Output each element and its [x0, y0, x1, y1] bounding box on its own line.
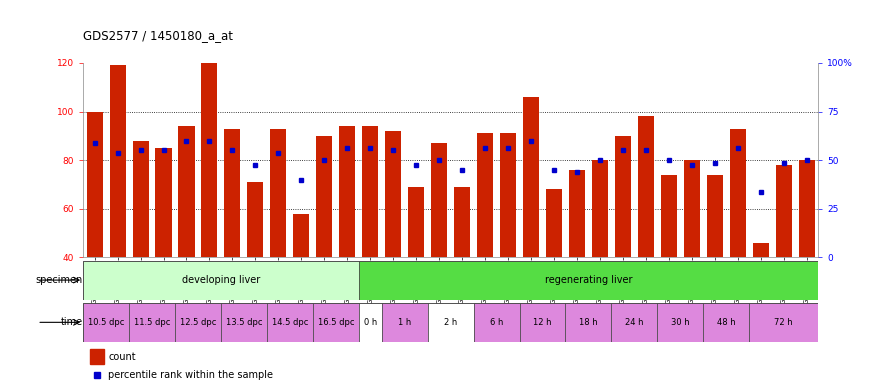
- Bar: [178, 126, 194, 257]
- Text: 14.5 dpc: 14.5 dpc: [271, 318, 308, 327]
- Bar: [313, 303, 359, 342]
- Bar: [612, 303, 657, 342]
- Bar: [220, 303, 267, 342]
- Text: 11.5 dpc: 11.5 dpc: [134, 318, 171, 327]
- Bar: [520, 303, 565, 342]
- Text: percentile rank within the sample: percentile rank within the sample: [108, 371, 273, 381]
- Text: 48 h: 48 h: [717, 318, 736, 327]
- Bar: [592, 160, 608, 257]
- Bar: [83, 261, 359, 300]
- Bar: [267, 303, 313, 342]
- Text: 1 h: 1 h: [398, 318, 411, 327]
- Bar: [359, 303, 382, 342]
- Bar: [704, 303, 749, 342]
- Bar: [749, 303, 818, 342]
- Bar: [428, 303, 473, 342]
- Bar: [752, 243, 769, 257]
- Bar: [523, 97, 539, 257]
- Text: 12.5 dpc: 12.5 dpc: [179, 318, 216, 327]
- Text: specimen: specimen: [36, 275, 83, 285]
- Bar: [359, 261, 818, 300]
- Bar: [385, 131, 402, 257]
- Text: 18 h: 18 h: [579, 318, 598, 327]
- Text: 0 h: 0 h: [364, 318, 377, 327]
- Bar: [270, 129, 286, 257]
- Bar: [316, 136, 332, 257]
- Bar: [730, 129, 746, 257]
- Text: time: time: [61, 317, 83, 327]
- Bar: [799, 160, 815, 257]
- Bar: [473, 303, 520, 342]
- Bar: [87, 111, 102, 257]
- Bar: [707, 175, 723, 257]
- Bar: [382, 303, 428, 342]
- Text: 72 h: 72 h: [774, 318, 793, 327]
- Bar: [477, 133, 494, 257]
- Bar: [431, 143, 447, 257]
- Bar: [775, 165, 792, 257]
- Bar: [130, 303, 175, 342]
- Text: 30 h: 30 h: [671, 318, 690, 327]
- Text: 6 h: 6 h: [490, 318, 503, 327]
- Text: regenerating liver: regenerating liver: [544, 275, 632, 285]
- Text: count: count: [108, 352, 136, 362]
- Bar: [638, 116, 654, 257]
- Text: 12 h: 12 h: [533, 318, 552, 327]
- Bar: [248, 182, 263, 257]
- Bar: [201, 63, 218, 257]
- Bar: [546, 189, 562, 257]
- Bar: [565, 303, 612, 342]
- Bar: [569, 170, 585, 257]
- Text: 24 h: 24 h: [625, 318, 644, 327]
- Bar: [500, 133, 516, 257]
- Bar: [683, 160, 700, 257]
- Text: 13.5 dpc: 13.5 dpc: [226, 318, 262, 327]
- Text: 2 h: 2 h: [444, 318, 458, 327]
- Text: 10.5 dpc: 10.5 dpc: [88, 318, 124, 327]
- Bar: [408, 187, 424, 257]
- Bar: [132, 141, 149, 257]
- Text: GDS2577 / 1450180_a_at: GDS2577 / 1450180_a_at: [83, 29, 233, 42]
- Bar: [224, 129, 241, 257]
- Bar: [90, 349, 104, 364]
- Bar: [109, 65, 126, 257]
- Bar: [362, 126, 378, 257]
- Bar: [175, 303, 220, 342]
- Bar: [156, 148, 172, 257]
- Text: developing liver: developing liver: [182, 275, 260, 285]
- Bar: [340, 126, 355, 257]
- Bar: [454, 187, 470, 257]
- Text: 16.5 dpc: 16.5 dpc: [318, 318, 354, 327]
- Bar: [615, 136, 631, 257]
- Bar: [83, 303, 130, 342]
- Bar: [293, 214, 310, 257]
- Bar: [657, 303, 704, 342]
- Bar: [661, 175, 677, 257]
